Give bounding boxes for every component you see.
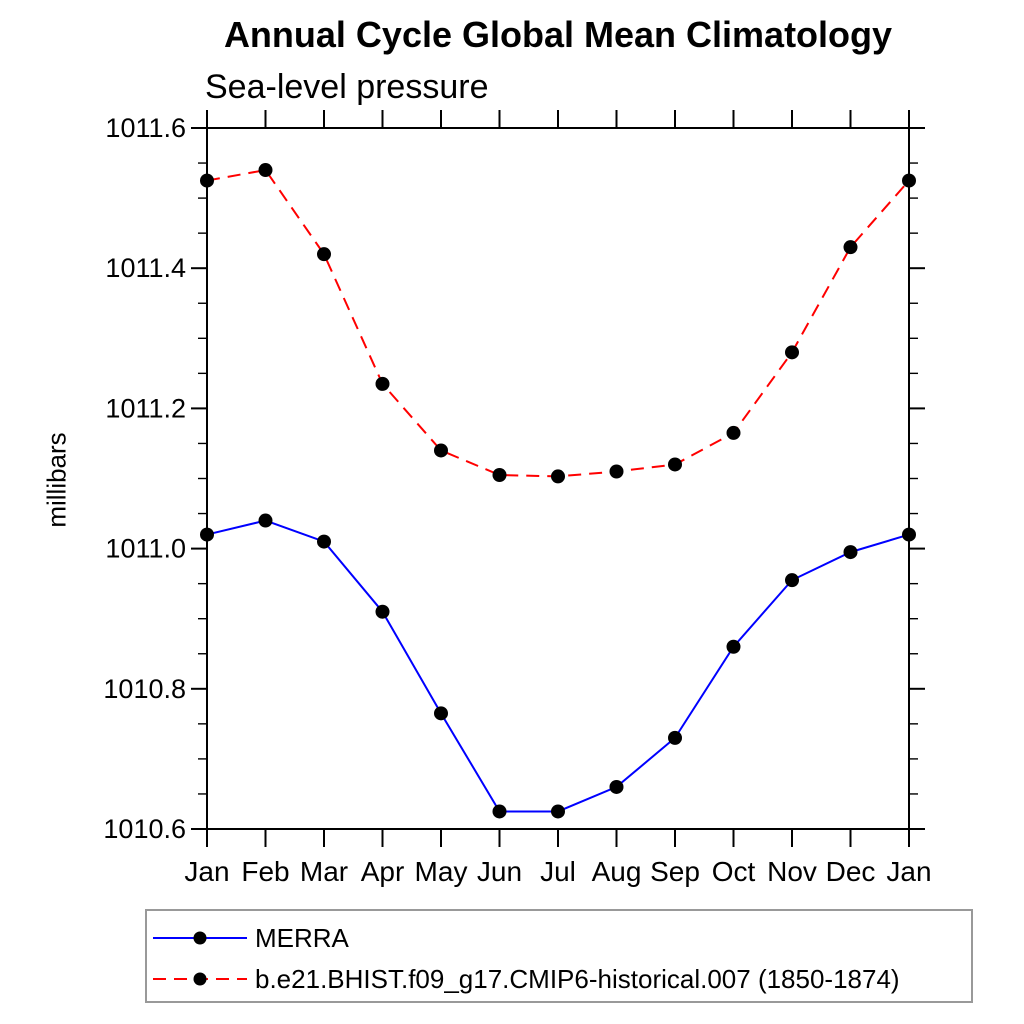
merra-data-point — [375, 604, 390, 619]
legend-item-merra: MERRA — [150, 918, 349, 958]
merra-data-point — [668, 730, 682, 745]
x-tick-label: Dec — [826, 856, 876, 887]
x-tick-label: Jan — [886, 856, 931, 887]
chart-subtitle: Sea-level pressure — [205, 68, 489, 106]
y-axis-label: millibars — [41, 432, 72, 528]
x-tick-label: Sep — [650, 856, 700, 887]
legend-label-model: b.e21.BHIST.f09_g17.CMIP6-historical.007… — [255, 963, 900, 994]
x-tick-label: Feb — [241, 856, 289, 887]
model-data-point — [902, 173, 916, 188]
y-tick-label: 1011.4 — [105, 253, 186, 283]
x-tick-label: Jul — [540, 856, 576, 887]
chart-title: Annual Cycle Global Mean Climatology — [223, 14, 893, 55]
model-data-point — [668, 457, 682, 472]
merra-data-point — [785, 573, 799, 588]
merra-data-point — [726, 639, 741, 654]
legend-item-model: b.e21.BHIST.f09_g17.CMIP6-historical.007… — [150, 959, 900, 999]
x-tick-label: Nov — [767, 856, 817, 887]
x-tick-label: Aug — [592, 856, 642, 887]
merra-data-point — [551, 804, 565, 819]
merra-series-line — [206, 519, 910, 813]
legend-label-merra: MERRA — [255, 922, 349, 953]
x-tick-label: Mar — [300, 856, 348, 887]
merra-data-point — [902, 527, 916, 542]
model-data-point — [434, 443, 448, 458]
y-tick-label: 1011.2 — [105, 393, 186, 423]
merra-data-point — [258, 513, 273, 528]
merra-data-point — [200, 527, 214, 542]
model-series-line — [206, 168, 910, 478]
merra-data-point — [434, 706, 448, 721]
merra-data-point — [843, 545, 858, 560]
model-data-point — [258, 163, 273, 178]
model-swatch-marker — [193, 972, 207, 986]
merra-swatch-marker — [193, 931, 207, 945]
y-tick-label: 1011.6 — [105, 113, 186, 143]
model-data-point — [200, 173, 214, 188]
model-data-point — [843, 240, 858, 255]
y-tick-label: 1010.8 — [103, 674, 186, 704]
merra-data-point — [317, 534, 331, 549]
y-tick-label: 1011.0 — [105, 534, 186, 564]
model-data-point — [492, 467, 507, 482]
x-tick-label: Oct — [712, 856, 756, 887]
merra-data-point — [609, 779, 624, 794]
model-data-point — [317, 247, 331, 262]
model-data-point — [375, 376, 390, 391]
y-tick-label: 1010.6 — [103, 814, 186, 844]
x-tick-label: May — [415, 856, 468, 887]
x-tick-label: Jun — [477, 856, 522, 887]
model-data-point — [785, 345, 799, 360]
model-data-point — [609, 464, 624, 479]
merra-line-swatch — [153, 931, 247, 945]
x-tick-label: Jan — [184, 856, 229, 887]
model-data-point — [551, 469, 565, 484]
x-tick-label: Apr — [361, 856, 405, 887]
legend-box: MERRA b.e21.BHIST.f09_g17.CMIP6-historic… — [145, 909, 973, 1003]
model-line-swatch — [153, 972, 247, 986]
merra-data-point — [492, 804, 507, 819]
model-data-point — [726, 425, 741, 440]
